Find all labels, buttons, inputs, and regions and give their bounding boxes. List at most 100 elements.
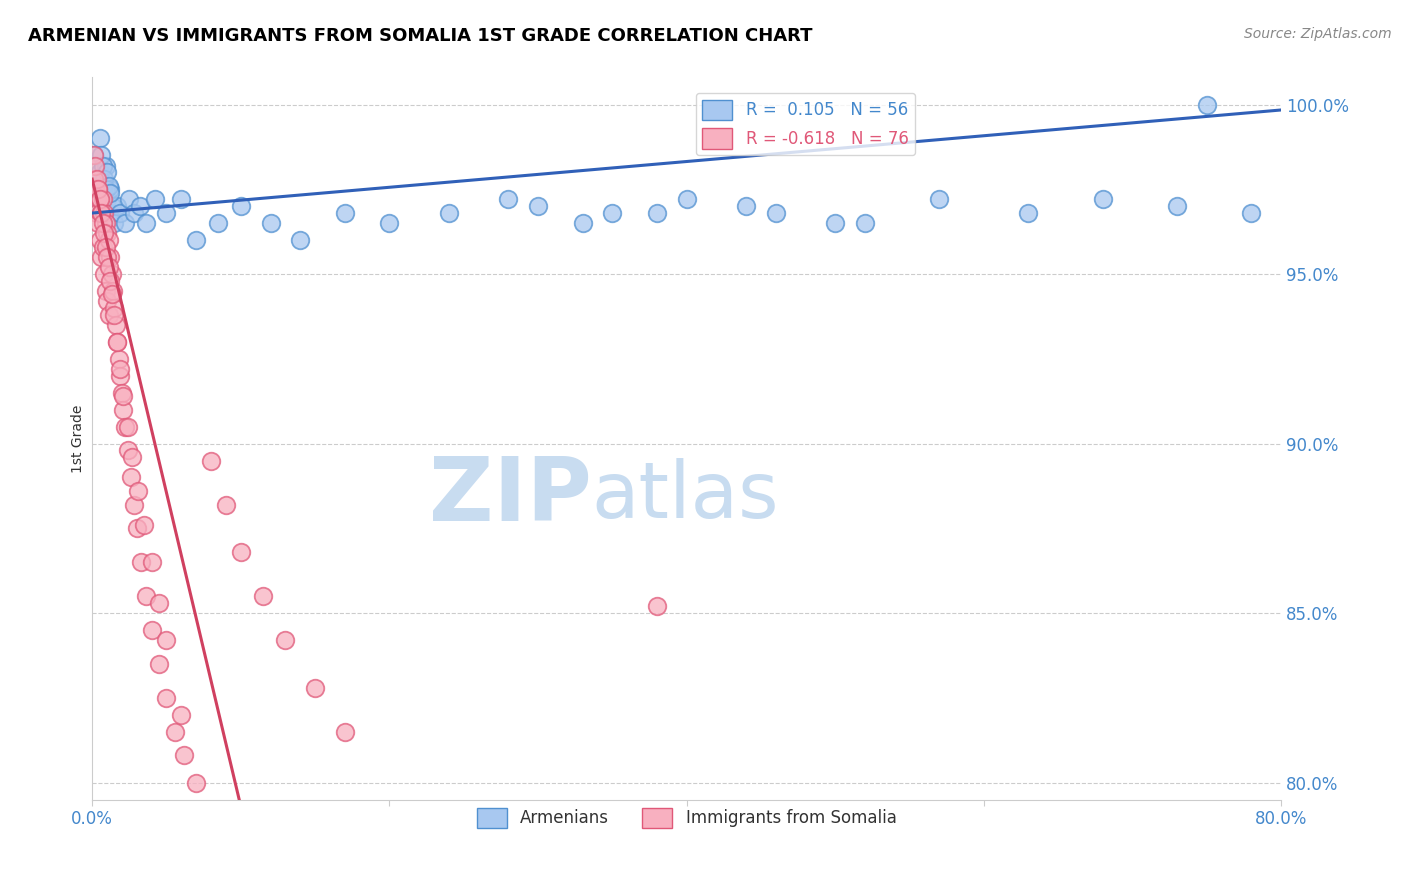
Point (141, 623, 163, 637)
Point (91, 193, 114, 207)
Point (83, 172, 105, 186)
Point (155, 633, 177, 648)
Point (93, 199, 115, 213)
Point (215, 498, 238, 512)
Text: atlas: atlas (592, 458, 779, 534)
Point (333, 206, 356, 220)
Point (90, 206, 112, 220)
Point (229, 545, 252, 559)
Point (645, 599, 668, 614)
Point (94, 182, 117, 196)
Point (98, 182, 121, 196)
Point (437, 206, 460, 220)
Point (100, 287, 122, 301)
Point (96, 165, 118, 179)
Point (186, 233, 208, 247)
Point (141, 555, 163, 569)
Point (114, 419, 136, 434)
Point (600, 206, 623, 220)
Point (86, 193, 108, 207)
Point (107, 334, 129, 349)
Point (91, 240, 114, 254)
Point (675, 193, 697, 207)
Point (91, 216, 114, 230)
Point (645, 206, 668, 220)
Text: ZIP: ZIP (429, 453, 592, 540)
Point (110, 206, 132, 220)
Point (259, 216, 281, 230)
Point (84, 182, 107, 196)
Point (94, 159, 117, 173)
Point (89, 193, 111, 207)
Point (89, 165, 111, 179)
Point (98, 274, 121, 288)
Point (87, 216, 110, 230)
Point (112, 389, 135, 403)
Point (93, 267, 115, 281)
Point (155, 690, 177, 705)
Point (103, 308, 125, 322)
Y-axis label: 1st Grade: 1st Grade (72, 404, 86, 473)
Point (1240, 206, 1263, 220)
Point (108, 351, 131, 366)
Point (114, 216, 136, 230)
Point (134, 517, 156, 532)
Point (93, 206, 115, 220)
Point (135, 589, 157, 603)
Point (86, 206, 108, 220)
Point (853, 216, 876, 230)
Point (89, 193, 111, 207)
Point (86, 182, 108, 196)
Point (97, 206, 120, 220)
Point (98, 186, 121, 200)
Point (91, 182, 114, 196)
Point (170, 193, 193, 207)
Point (200, 453, 222, 467)
Point (155, 206, 177, 220)
Point (100, 267, 122, 281)
Point (83, 148, 105, 162)
Point (94, 240, 117, 254)
Point (103, 301, 125, 315)
Point (93, 227, 115, 241)
Point (304, 681, 326, 695)
Point (128, 199, 150, 213)
Point (120, 470, 142, 484)
Point (378, 216, 401, 230)
Point (107, 334, 129, 349)
Point (765, 206, 787, 220)
Point (148, 657, 170, 671)
Point (121, 450, 143, 464)
Point (165, 724, 187, 739)
Point (129, 555, 152, 569)
Point (89, 233, 111, 247)
Point (148, 596, 170, 610)
Point (91, 159, 114, 173)
Point (96, 193, 118, 207)
Point (112, 402, 135, 417)
Point (87, 182, 110, 196)
Point (100, 199, 122, 213)
Point (101, 284, 124, 298)
Point (252, 589, 274, 603)
Point (103, 216, 125, 230)
Point (111, 385, 134, 400)
Point (90, 250, 112, 264)
Text: ARMENIAN VS IMMIGRANTS FROM SOMALIA 1ST GRADE CORRELATION CHART: ARMENIAN VS IMMIGRANTS FROM SOMALIA 1ST … (28, 27, 813, 45)
Point (1195, 97, 1218, 112)
Point (96, 294, 118, 309)
Point (290, 233, 312, 247)
Point (143, 193, 166, 207)
Point (93, 172, 115, 186)
Point (122, 498, 145, 512)
Point (98, 250, 121, 264)
Legend: Armenians, Immigrants from Somalia: Armenians, Immigrants from Somalia (470, 801, 903, 835)
Point (207, 216, 229, 230)
Point (135, 216, 157, 230)
Text: Source: ZipAtlas.com: Source: ZipAtlas.com (1244, 27, 1392, 41)
Point (104, 318, 127, 332)
Point (90, 206, 112, 220)
Point (84, 159, 107, 173)
Point (125, 521, 148, 535)
Point (824, 216, 846, 230)
